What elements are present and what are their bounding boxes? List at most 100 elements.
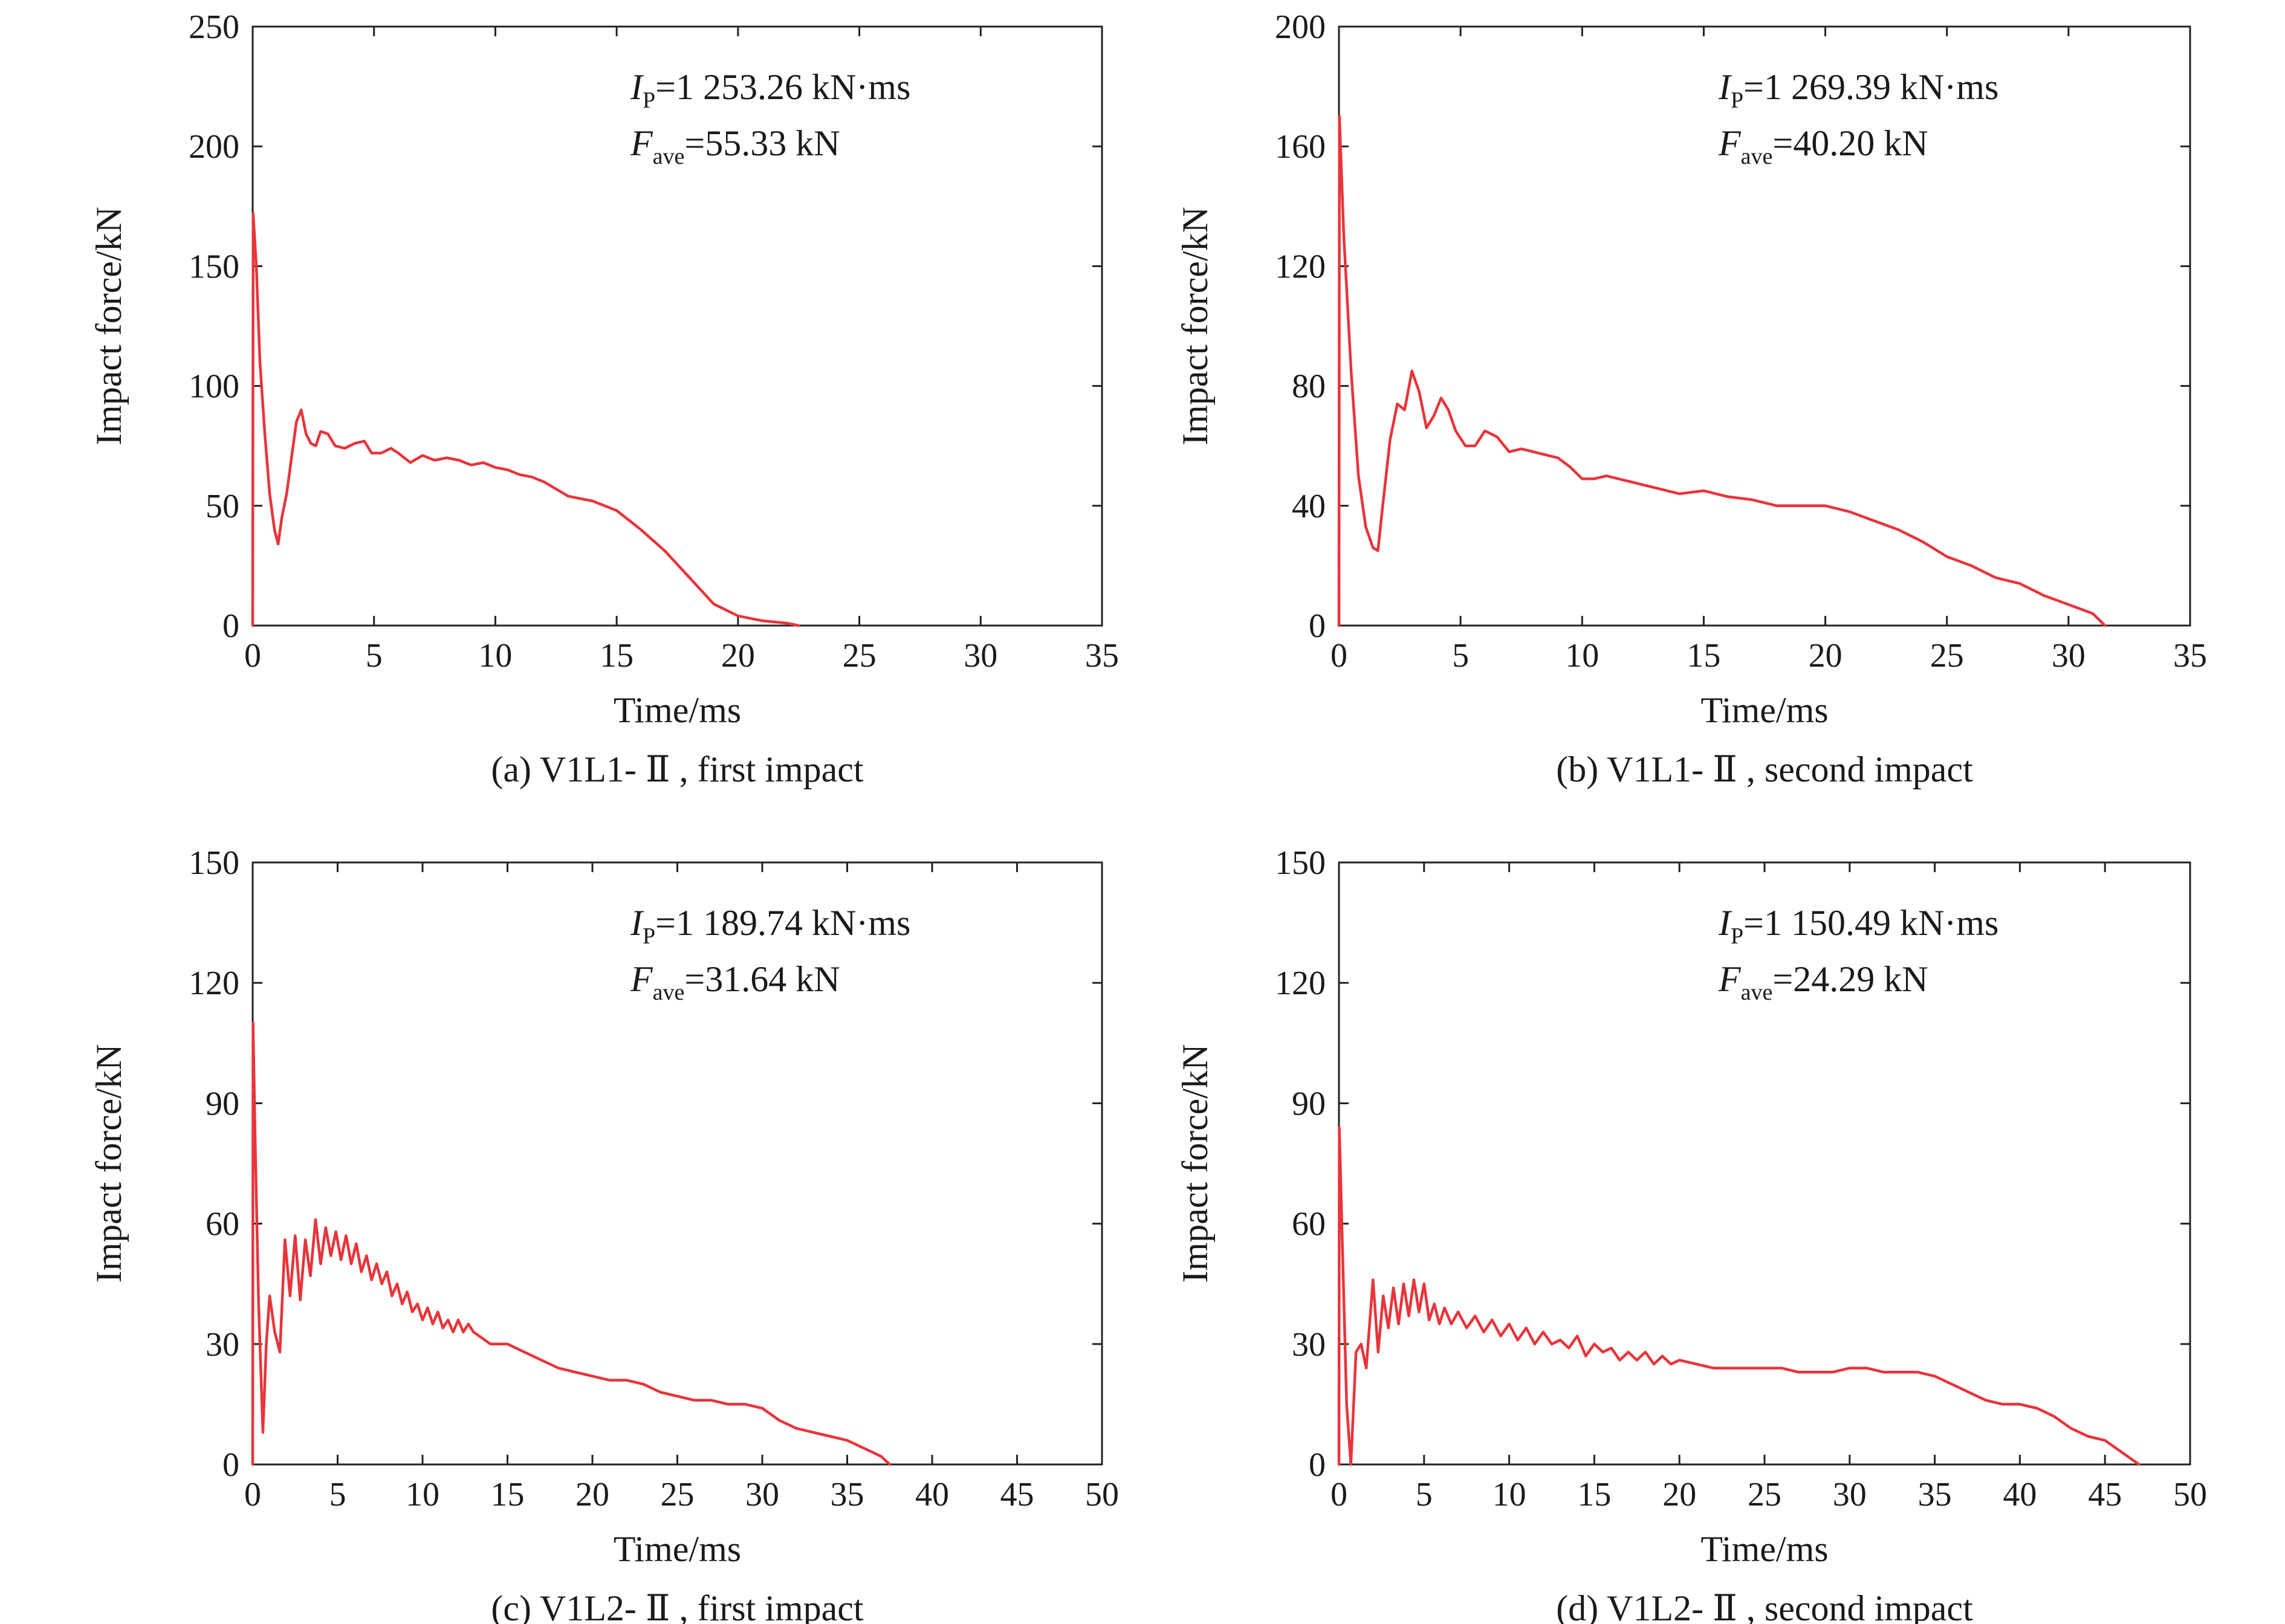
annotation-value: =31.64 kN (684, 959, 840, 999)
y-tick-label: 200 (189, 128, 239, 166)
plot-frame (1338, 861, 2191, 1466)
x-tick-label: 25 (843, 637, 877, 675)
annotation-symbol: I (1718, 903, 1732, 943)
y-tick-label: 30 (1292, 1326, 1326, 1364)
y-tick-label: 60 (206, 1206, 239, 1243)
x-tick-label: 10 (478, 637, 512, 675)
series-line-impact-force (251, 1021, 892, 1466)
annotation-subscript: P (643, 924, 655, 949)
y-tick-label: 250 (189, 8, 239, 46)
annotation-symbol: I (630, 903, 644, 943)
x-tick-label: 30 (2052, 637, 2086, 675)
annotation-subscript: ave (1741, 980, 1773, 1005)
annotation-symbol: I (1718, 67, 1732, 107)
chart-caption: (c) V1L2- Ⅱ , first impact (491, 1588, 864, 1624)
x-tick-label: 0 (244, 1476, 261, 1513)
annotation-symbol: F (1718, 123, 1742, 163)
chart-panel-a: 0 5 10 15 20 25 30 35 0 50 100 150 200 250 Time/ms Impa… (89, 8, 1119, 789)
y-tick-label: 120 (1275, 248, 1326, 285)
x-tick-label: 10 (406, 1476, 439, 1513)
y-tick-label: 150 (189, 248, 239, 285)
x-tick-label: 40 (915, 1476, 949, 1513)
y-tick-label: 0 (1309, 1446, 1326, 1484)
y-axis-label: Impact force/kN (89, 1044, 129, 1283)
x-tick-label: 20 (575, 1476, 609, 1513)
annotation-subscript: P (1731, 88, 1743, 113)
x-tick-label: 30 (964, 637, 997, 675)
x-tick-label: 35 (1085, 637, 1119, 675)
x-tick-label: 25 (1748, 1476, 1781, 1513)
y-tick-label: 0 (222, 1446, 239, 1484)
x-tick-label: 25 (661, 1476, 695, 1513)
y-tick-label: 40 (1292, 488, 1326, 525)
x-tick-label: 45 (2088, 1476, 2122, 1513)
x-tick-label: 50 (1085, 1476, 1119, 1513)
x-tick-label: 45 (1000, 1476, 1034, 1513)
y-tick-label: 200 (1275, 8, 1326, 46)
y-tick-label: 90 (206, 1085, 239, 1122)
x-tick-label: 35 (2173, 637, 2207, 675)
x-tick-label: 5 (366, 637, 383, 675)
series-line-impact-force (1337, 1125, 2141, 1466)
average-force-annotation: Fave=55.33 kN (630, 123, 840, 169)
annotation-symbol: F (630, 123, 653, 163)
annotation-subscript: ave (653, 144, 685, 169)
x-tick-label: 30 (1833, 1476, 1867, 1513)
annotation-value: =24.29 kN (1772, 959, 1928, 999)
annotation-symbol: I (630, 67, 644, 107)
chart-caption: (b) V1L1- Ⅱ , second impact (1556, 749, 1973, 789)
plot-frame (251, 25, 1103, 627)
chart-caption: (d) V1L2- Ⅱ , second impact (1556, 1588, 1973, 1624)
x-tick-label: 5 (329, 1476, 346, 1513)
annotation-subscript: P (1731, 924, 1743, 949)
x-tick-label: 15 (491, 1476, 525, 1513)
chart-caption: (a) V1L1- Ⅱ , first impact (491, 749, 864, 789)
x-axis-label: Time/ms (1700, 690, 1828, 730)
x-tick-label: 0 (1330, 1476, 1347, 1513)
y-tick-label: 120 (189, 965, 239, 1002)
annotation-subscript: ave (653, 980, 685, 1005)
y-tick-label: 0 (1309, 607, 1326, 645)
x-tick-label: 15 (1577, 1476, 1611, 1513)
x-tick-label: 40 (2003, 1476, 2037, 1513)
y-tick-label: 0 (222, 607, 239, 645)
annotation-value: =1 189.74 kN·ms (655, 903, 910, 943)
y-tick-label: 50 (206, 488, 239, 525)
y-tick-label: 30 (206, 1326, 239, 1364)
x-tick-label: 30 (745, 1476, 779, 1513)
y-axis-label: Impact force/kN (1175, 207, 1215, 445)
plot-frame (1338, 25, 2191, 627)
x-tick-label: 0 (244, 637, 261, 675)
x-tick-label: 50 (2173, 1476, 2207, 1513)
y-axis-label: Impact force/kN (1175, 1044, 1215, 1283)
y-tick-label: 150 (189, 844, 239, 882)
series-line-impact-force (1337, 115, 2107, 627)
y-tick-label: 160 (1275, 128, 1326, 166)
annotation-symbol: F (1718, 959, 1742, 999)
chart-panel-d: 0 5 10 15 20 25 30 35 40 45 50 0 30 60 90 120 150 Time/ms… (1175, 844, 2207, 1624)
y-tick-label: 60 (1292, 1206, 1326, 1243)
annotation-subscript: ave (1741, 144, 1773, 169)
plot-frame (251, 861, 1103, 1466)
annotation-symbol: F (630, 959, 653, 999)
x-axis-label: Time/ms (1700, 1529, 1828, 1569)
x-tick-label: 35 (831, 1476, 864, 1513)
y-tick-label: 80 (1292, 368, 1326, 406)
x-tick-label: 0 (1330, 637, 1347, 675)
y-tick-label: 150 (1275, 844, 1326, 882)
impulse-annotation: IP=1 253.26 kN·ms (630, 67, 910, 113)
chart-panel-c: 0 5 10 15 20 25 30 35 40 45 50 0 30 60 90 120 150 Time/ms… (89, 844, 1119, 1624)
series-line-impact-force (251, 212, 800, 627)
x-tick-label: 10 (1565, 637, 1599, 675)
x-tick-label: 15 (1687, 637, 1720, 675)
y-tick-label: 90 (1292, 1085, 1326, 1122)
annotation-value: =55.33 kN (684, 123, 840, 163)
annotation-value: =1 253.26 kN·ms (655, 67, 910, 107)
y-tick-label: 120 (1275, 965, 1326, 1002)
annotation-value: =40.20 kN (1772, 123, 1928, 163)
x-axis-label: Time/ms (614, 1529, 741, 1569)
x-tick-label: 20 (721, 637, 755, 675)
annotation-value: =1 150.49 kN·ms (1743, 903, 1998, 943)
x-tick-label: 25 (1930, 637, 1964, 675)
